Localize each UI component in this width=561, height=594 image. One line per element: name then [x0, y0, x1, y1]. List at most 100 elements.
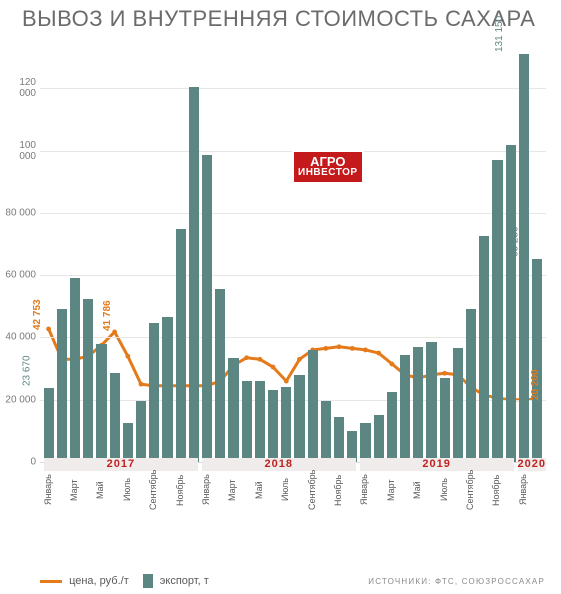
- bar: [294, 375, 304, 462]
- x-tick-label: Январь: [44, 464, 54, 516]
- bar: [492, 160, 502, 462]
- x-tick-label: Май: [413, 464, 423, 516]
- bar: [189, 87, 199, 462]
- x-tick-label: [189, 464, 199, 516]
- x-tick-label: Сентябрь: [466, 464, 476, 516]
- bar: [506, 145, 516, 463]
- bar: [413, 347, 423, 462]
- bar-value-label: 65 250: [510, 226, 521, 259]
- x-tick-label: Ноябрь: [492, 464, 502, 516]
- bar: [466, 309, 476, 462]
- chart-title: ВЫВОЗ И ВНУТРЕННЯЯ СТОИМОСТЬ САХАРА: [22, 6, 535, 32]
- legend-bar-label: экспорт, т: [160, 575, 209, 587]
- x-tick-label: [83, 464, 93, 516]
- x-tick-label: [347, 464, 357, 516]
- x-tick-label: Июль: [281, 464, 291, 516]
- bars: 23 670131 15065 250: [40, 48, 546, 462]
- bar: [136, 401, 146, 462]
- bar: [83, 299, 93, 462]
- bar: [162, 317, 172, 462]
- bar: [400, 355, 410, 462]
- x-tick-label: [162, 464, 172, 516]
- x-axis: Январь Март Май Июль Сентябрь Ноябрь Январь Мар…: [40, 464, 546, 522]
- x-tick-label: Январь: [360, 464, 370, 516]
- y-tick-label: 0: [0, 457, 36, 468]
- logo-line2: ИНВЕСТОР: [298, 168, 358, 178]
- x-tick-label: Июль: [440, 464, 450, 516]
- x-tick-label: [110, 464, 120, 516]
- bar: [426, 342, 436, 462]
- x-tick-label: [400, 464, 410, 516]
- x-tick-label: Май: [255, 464, 265, 516]
- bar: [268, 390, 278, 462]
- x-tick-label: [242, 464, 252, 516]
- bar: [149, 323, 159, 462]
- plot-area: 020 00040 00060 00080 000100 000120 0002…: [40, 48, 546, 463]
- legend-line-swatch: [40, 580, 62, 583]
- x-tick-label: Сентябрь: [308, 464, 318, 516]
- x-tick-label: Март: [70, 464, 80, 516]
- x-tick-label: Март: [228, 464, 238, 516]
- legend-line-label: цена, руб./т: [69, 575, 129, 587]
- bar: [334, 417, 344, 462]
- y-tick-label: 80 000: [0, 207, 36, 218]
- bar: [242, 381, 252, 462]
- x-tick-label: [57, 464, 67, 516]
- y-tick-label: 120 000: [0, 77, 36, 99]
- bar: [215, 289, 225, 462]
- x-tick-label: Июль: [123, 464, 133, 516]
- x-tick-label: Март: [387, 464, 397, 516]
- y-tick-label: 40 000: [0, 332, 36, 343]
- sources: ИСТОЧНИКИ: ФТС, СОЮЗРОССАХАР: [368, 577, 545, 586]
- line-value-label: 41 786: [102, 300, 113, 331]
- x-tick-label: [506, 464, 516, 516]
- bar: [360, 423, 370, 462]
- line-value-label: 20 200: [530, 370, 541, 401]
- x-tick-label: [294, 464, 304, 516]
- y-tick-label: 60 000: [0, 270, 36, 281]
- x-axis-labels: Январь Март Май Июль Сентябрь Ноябрь Январь Мар…: [40, 464, 546, 516]
- bar: [123, 423, 133, 462]
- x-tick-label: [136, 464, 146, 516]
- bar: [228, 358, 238, 462]
- bar: [479, 236, 489, 462]
- chart: 020 00040 00060 00080 000100 000120 0002…: [0, 30, 561, 502]
- x-tick-label: [479, 464, 489, 516]
- bar: [202, 155, 212, 462]
- bar: [440, 378, 450, 462]
- x-tick-label: Январь: [202, 464, 212, 516]
- bar: [255, 381, 265, 462]
- line-value-label: 42 753: [32, 299, 43, 330]
- bar: 23 670: [44, 388, 54, 462]
- bar: [57, 309, 67, 462]
- bar-value-label: 131 150: [494, 16, 505, 54]
- bar: [347, 431, 357, 462]
- x-tick-label: [453, 464, 463, 516]
- bar: [281, 387, 291, 462]
- bar: [453, 348, 463, 462]
- bar-value-label: 23 670: [21, 356, 32, 389]
- page: ВЫВОЗ И ВНУТРЕННЯЯ СТОИМОСТЬ САХАРА 020 …: [0, 0, 561, 594]
- y-tick-label: 100 000: [0, 140, 36, 162]
- x-tick-label: [321, 464, 331, 516]
- x-tick-label: Январь: [519, 464, 529, 516]
- bar: [70, 278, 80, 462]
- bar: [374, 415, 384, 462]
- x-tick-label: Ноябрь: [176, 464, 186, 516]
- x-tick-label: [215, 464, 225, 516]
- bar: [176, 229, 186, 462]
- agroinvestor-logo: АГРО ИНВЕСТОР: [292, 150, 364, 184]
- legend-line: цена, руб./т: [40, 575, 129, 587]
- x-tick-label: Сентябрь: [149, 464, 159, 516]
- x-tick-label: [426, 464, 436, 516]
- bar: 65 250: [532, 259, 542, 462]
- y-tick-label: 20 000: [0, 394, 36, 405]
- bar: [321, 401, 331, 462]
- bar: [387, 392, 397, 462]
- x-tick-label: [268, 464, 278, 516]
- x-tick-label: Ноябрь: [334, 464, 344, 516]
- bar: [96, 344, 106, 462]
- bar: [110, 373, 120, 462]
- x-tick-label: [532, 464, 542, 516]
- legend-bar: экспорт, т: [143, 574, 209, 588]
